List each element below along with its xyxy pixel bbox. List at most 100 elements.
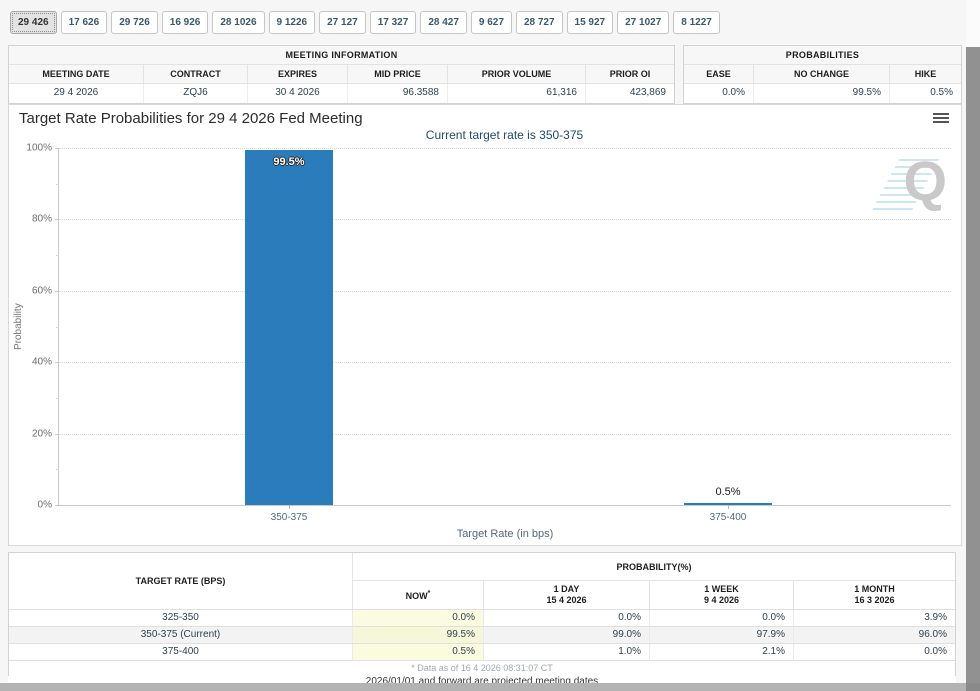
y-tick-mark (55, 290, 59, 292)
meeting-date-tab[interactable]: 17 327 (369, 11, 417, 34)
column-header-meeting-date: MEETING DATE (9, 65, 144, 84)
y-tick-mark (56, 397, 59, 399)
y-axis-label: 100% (26, 142, 52, 154)
y-tick-mark (55, 148, 59, 149)
bar-value-label: 0.5% (715, 486, 741, 499)
now-cell: 0.0% (353, 610, 484, 626)
meeting-date-tab[interactable]: 17 626 (60, 11, 108, 34)
data-as-of-footnote: * Data as of 16 4 2026 08:31:07 CT (9, 660, 955, 676)
column-header-prior-oi: PRIOR OI (586, 65, 674, 84)
column-header-hike: HIKE (890, 65, 961, 84)
target-rate-chart-card: Target Rate Probabilities for 29 4 2026 … (8, 104, 962, 546)
expires-value: 30 4 2026 (248, 84, 348, 103)
horizontal-scrollbar-track[interactable] (0, 683, 966, 691)
horizontal-scrollbar-thumb[interactable] (0, 683, 966, 691)
gridline-80 (59, 219, 951, 221)
meeting-date-tab[interactable]: 29 726 (111, 11, 158, 34)
probabilities-title: PROBABILITIES (684, 46, 961, 65)
prior-volume-value: 61,316 (448, 84, 586, 103)
meeting-date-tab[interactable]: 16 926 (161, 11, 209, 34)
probability-table: TARGET RATE (BPS) PROBABILITY(%) NOW* 1 … (8, 552, 956, 677)
vertical-scrollbar-track[interactable] (966, 0, 980, 691)
day-cell: 0.0% (484, 610, 650, 626)
mid-price-value: 96.3588 (348, 84, 448, 103)
meeting-date-tab[interactable]: 8 1227 (673, 11, 720, 34)
column-header-no-change: NO CHANGE (754, 65, 890, 84)
meeting-date-tab[interactable]: 15 927 (566, 11, 614, 34)
probability-group-header: PROBABILITY(%) (353, 553, 955, 581)
table-row: 325-350 0.0% 0.0% 0.0% 3.9% (9, 609, 955, 626)
month-cell: 3.9% (924, 612, 947, 623)
y-tick-mark (55, 219, 59, 221)
y-tick-mark (56, 469, 59, 471)
y-axis-label: 60% (31, 285, 52, 297)
meeting-information-title: MEETING INFORMATION (9, 46, 674, 65)
meeting-date-tabs: 29 426 17 626 29 726 16 926 28 1026 9 12… (10, 11, 720, 34)
column-header-prior-volume: PRIOR VOLUME (448, 65, 586, 84)
y-tick-mark (55, 505, 59, 506)
column-header-expires: EXPIRES (248, 65, 348, 84)
now-cell: 0.5% (353, 644, 484, 660)
no-change-value: 99.5% (754, 84, 890, 103)
x-tick-mark (728, 505, 729, 509)
column-header-now: NOW* (353, 581, 484, 609)
hike-value: 0.5% (890, 84, 961, 103)
chart-subtitle: Current target rate is 350-375 (425, 128, 584, 142)
rate-cell: 325-350 (9, 610, 353, 626)
column-header-1-day: 1 DAY 15 4 2026 (484, 581, 650, 609)
meeting-date-tab[interactable]: 9 1226 (268, 11, 316, 34)
scrollbar-corner (966, 683, 980, 691)
gridline-40 (59, 362, 951, 364)
meeting-information-panel: MEETING INFORMATION MEETING DATE CONTRAC… (8, 45, 675, 104)
y-axis-label: 40% (31, 356, 52, 368)
rate-cell: 375-400 (9, 644, 353, 660)
x-axis-label: 350-375 (270, 512, 308, 523)
prior-oi-value: 423,869 (586, 84, 674, 103)
column-header-1-week: 1 WEEK 9 4 2026 (650, 581, 794, 609)
probabilities-panel: PROBABILITIES EASE NO CHANGE HIKE 0.0% 9… (683, 45, 962, 104)
contract-value: ZQJ6 (144, 84, 248, 103)
meeting-date-tab[interactable]: 28 1026 (212, 11, 265, 34)
vertical-scrollbar-thumb[interactable] (966, 47, 980, 683)
column-header-contract: CONTRACT (144, 65, 248, 84)
week-cell: 2.1% (650, 644, 794, 660)
meeting-date-tab[interactable]: 28 727 (515, 11, 563, 34)
meeting-date-value: 29 4 2026 (9, 84, 144, 103)
now-cell: 99.5% (353, 627, 484, 643)
gridline-60 (59, 290, 951, 292)
y-tick-mark (56, 183, 59, 185)
now-asterisk: * (427, 590, 431, 597)
y-tick-mark (56, 326, 59, 328)
meeting-date-tab[interactable]: 28 427 (420, 11, 467, 34)
y-axis-title: Probability (13, 303, 24, 350)
month-cell: 96.0% (794, 627, 955, 643)
meeting-date-tab[interactable]: 27 1027 (617, 11, 670, 34)
column-header-1-month: 1 MONTH 16 3 2026 (854, 584, 895, 605)
chart-title: Target Rate Probabilities for 29 4 2026 … (19, 110, 363, 127)
chart-plot-area: 100% 80% 60% 40% 20% 0% Probability 99.5… (13, 143, 951, 540)
quikstrike-watermark: Q (872, 149, 951, 215)
gridline-20 (59, 433, 951, 435)
y-axis-label: 0% (37, 499, 52, 511)
bar[interactable] (245, 149, 333, 505)
column-header-ease: EASE (684, 65, 754, 84)
meeting-date-tab[interactable]: 29 426 (10, 11, 57, 34)
bar[interactable] (684, 503, 772, 505)
y-axis-label: 80% (31, 213, 52, 225)
week-cell: 97.9% (650, 627, 794, 643)
month-cell: 0.0% (924, 646, 947, 657)
y-tick-mark (56, 255, 59, 257)
x-tick-mark (289, 505, 290, 509)
day-cell: 99.0% (484, 627, 650, 643)
meeting-date-tab[interactable]: 27 127 (319, 11, 366, 34)
rate-cell: 350-375 (Current) (9, 627, 353, 643)
y-tick-mark (55, 362, 59, 364)
table-row: 375-400 0.5% 1.0% 2.1% 0.0% (9, 643, 955, 660)
bar-value-label: 99.5% (273, 156, 305, 168)
y-axis-label: 20% (31, 428, 52, 440)
x-axis-label: 375-400 (709, 512, 747, 523)
x-axis-title: Target Rate (in bps) (456, 528, 554, 540)
chart-menu-icon[interactable] (933, 113, 949, 125)
meeting-date-tab[interactable]: 9 627 (470, 11, 512, 34)
gridline-100 (59, 148, 951, 149)
